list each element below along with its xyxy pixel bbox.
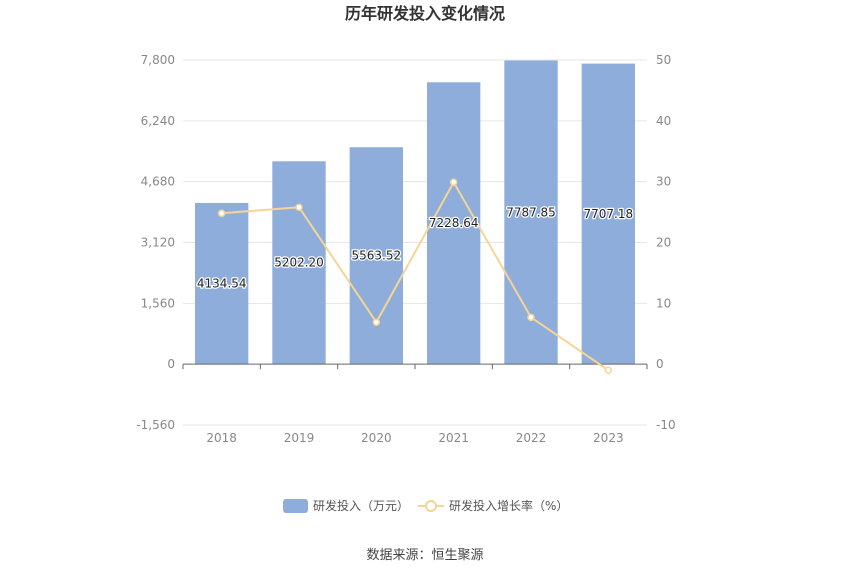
- x-axis: 2018 2019 2020 2021 2022 2023: [182, 363, 648, 445]
- bar-value-label: 7707.18: [584, 207, 634, 221]
- bar: [426, 82, 481, 365]
- bar: [349, 147, 404, 365]
- y-right-tick-label: 20: [656, 236, 671, 250]
- bar: [504, 60, 558, 365]
- legend-line-label[interactable]: 研发投入增长率（%）: [449, 498, 568, 513]
- growth-point: [527, 313, 535, 322]
- x-tick-label: 2021: [438, 431, 469, 445]
- y-left-tick-label: -1,560: [136, 418, 175, 432]
- growth-point: [604, 366, 613, 374]
- y-right-tick-label: 10: [656, 296, 671, 310]
- bar-value-label: 5202.20: [274, 256, 324, 270]
- legend-bar-label[interactable]: 研发投入（万元）: [313, 498, 409, 513]
- y-right-tick-label: 30: [656, 175, 671, 189]
- x-tick-label: 2018: [206, 431, 237, 445]
- data-source: 数据来源：恒生聚源: [366, 548, 483, 563]
- bar-data-labels: 4134.54 5202.20 5563.52 7228.64 7787.85 7707.…: [196, 204, 635, 292]
- y-left-tick-label: 1,560: [141, 296, 175, 310]
- bar-value-label: 4134.54: [197, 277, 247, 291]
- growth-line-series: [217, 178, 613, 374]
- legend: 研发投入（万元） 研发投入增长率（%）: [283, 498, 568, 513]
- bar-value-label: 7787.85: [506, 205, 556, 219]
- bar-value-label: 7228.64: [429, 216, 479, 230]
- x-tick-label: 2019: [284, 431, 315, 445]
- legend-bar-swatch[interactable]: [283, 499, 308, 513]
- y-left-tick-label: 3,120: [141, 236, 175, 250]
- x-tick-label: 2023: [593, 431, 624, 445]
- bar: [194, 202, 249, 365]
- grid-lines: [183, 59, 647, 426]
- x-tick-label: 2020: [361, 431, 392, 445]
- legend-line-marker: [425, 500, 437, 512]
- x-tick-label: 2022: [516, 431, 547, 445]
- growth-point: [295, 203, 303, 211]
- growth-point: [217, 209, 226, 218]
- y-right-tick-label: -10: [656, 418, 676, 432]
- y-right-tick-label: 40: [656, 114, 671, 128]
- y-right-tick-label: 0: [656, 357, 664, 371]
- chart-title: 历年研发投入变化情况: [345, 4, 505, 23]
- bar-value-label: 5563.52: [352, 249, 402, 263]
- growth-point: [449, 178, 458, 187]
- bar: [581, 63, 636, 365]
- y-axis-right: -10 0 10 20 30 40 50: [656, 53, 676, 432]
- y-right-tick-label: 50: [656, 53, 671, 67]
- y-axis-left: -1,560 0 1,560 3,120 4,680 6,240 7,800: [136, 53, 175, 432]
- y-left-tick-label: 4,680: [141, 175, 175, 189]
- growth-line: [221, 181, 609, 372]
- y-left-tick-label: 0: [167, 357, 175, 371]
- bar-series: [194, 60, 636, 365]
- y-left-tick-label: 7,800: [141, 53, 175, 67]
- growth-point: [372, 318, 381, 326]
- bar: [272, 161, 326, 365]
- y-left-tick-label: 6,240: [141, 114, 175, 128]
